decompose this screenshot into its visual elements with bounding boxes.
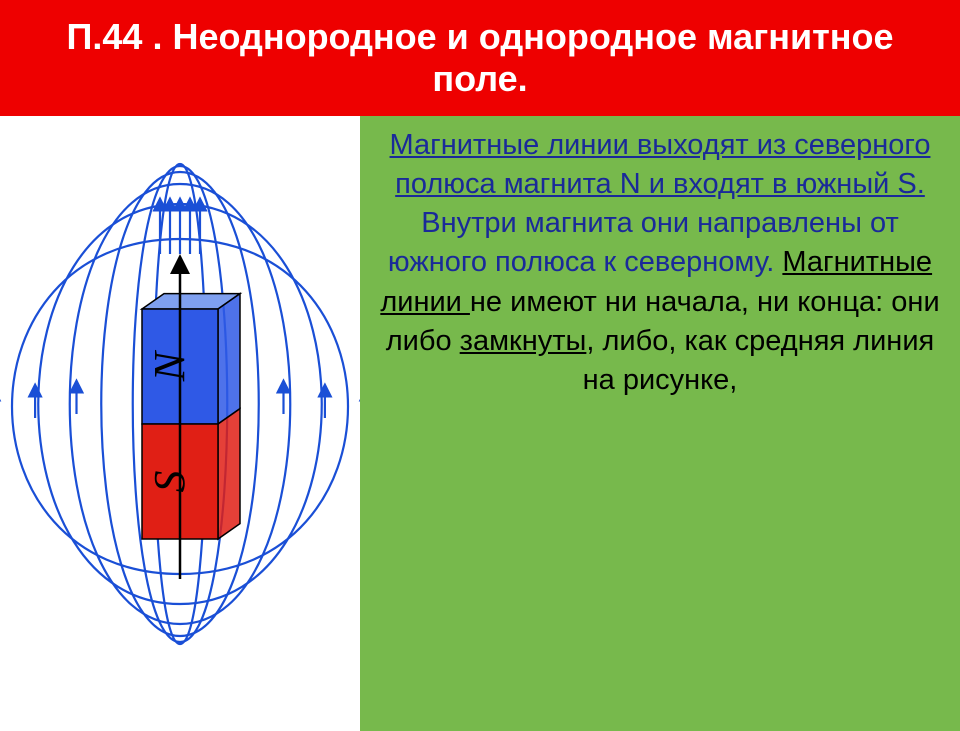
bar-magnet: NS [142,293,240,538]
diagram-panel: NS [0,116,360,731]
slide-header: П.44 . Неоднородное и однородное магнитн… [0,0,960,116]
south-label: S [145,470,194,492]
explanation-panel: Магнитные линии выходят из северного пол… [360,116,960,731]
text-run: Магнитные линии выходят из северного пол… [390,129,931,200]
content-row: NS Магнитные линии выходят из северного … [0,116,960,731]
header-title: П.44 . Неоднородное и однородное магнитн… [67,16,894,99]
text-run: замкнуты [460,325,587,357]
bar-magnet-diagram: NS [0,144,360,704]
text-run: , либо, как средняя линия на рисунке, [583,325,935,396]
north-label: N [145,349,194,382]
